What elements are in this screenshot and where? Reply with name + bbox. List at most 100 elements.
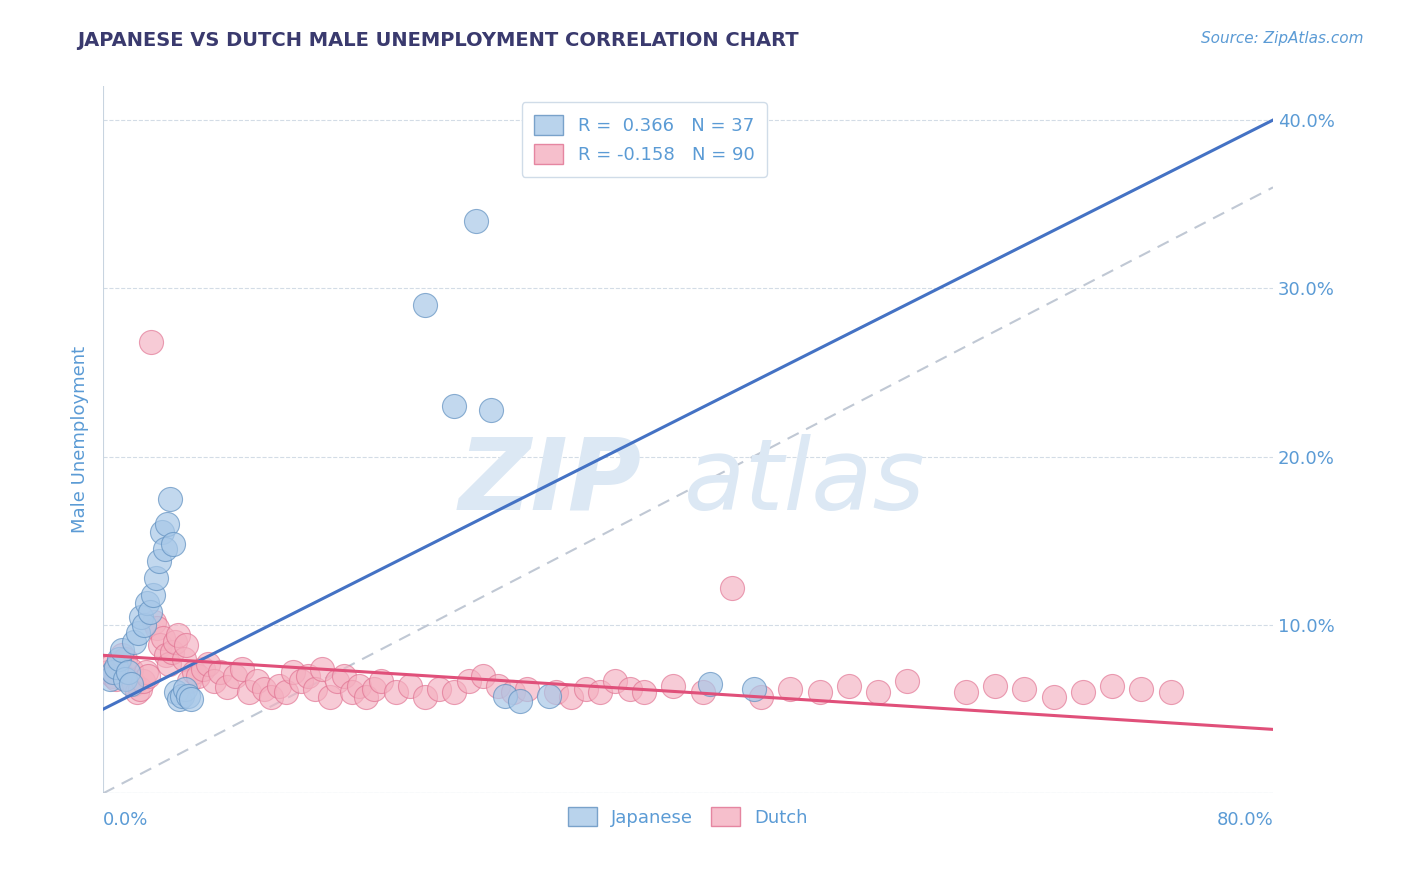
Point (662, 679, 685, 693)
Point (486, 679, 509, 693)
Point (111, 643, 134, 657)
Point (429, 681, 451, 696)
Point (633, 685, 655, 699)
Point (162, 537, 184, 551)
Legend: Japanese, Dutch: Japanese, Dutch (561, 799, 815, 834)
Point (187, 668, 209, 682)
Point (283, 665, 305, 680)
Point (103, 668, 125, 682)
Point (304, 681, 326, 696)
Point (143, 615, 166, 629)
Point (224, 668, 246, 682)
Point (443, 399, 465, 413)
Point (217, 681, 239, 695)
Point (246, 673, 269, 688)
Point (356, 690, 378, 705)
Point (868, 685, 890, 699)
Point (699, 677, 721, 691)
Point (108, 655, 131, 669)
Point (111, 648, 134, 663)
Point (1042, 690, 1064, 705)
Point (183, 665, 205, 680)
Text: 80.0%: 80.0% (1216, 811, 1272, 829)
Point (180, 692, 202, 706)
Point (129, 609, 152, 624)
Point (149, 638, 172, 652)
Point (155, 648, 177, 663)
Point (125, 685, 148, 699)
Point (156, 516, 179, 531)
Point (340, 685, 363, 699)
Point (191, 662, 214, 676)
Point (160, 645, 183, 659)
Point (159, 491, 181, 506)
Point (141, 335, 163, 350)
Point (209, 665, 232, 680)
Point (172, 689, 194, 703)
Point (150, 525, 173, 540)
Point (326, 673, 349, 688)
Point (163, 635, 186, 649)
Point (538, 689, 561, 703)
Point (238, 685, 260, 699)
Point (363, 681, 385, 696)
Point (619, 681, 641, 696)
Point (347, 679, 370, 693)
Point (502, 685, 524, 699)
Point (955, 685, 977, 699)
Point (413, 690, 436, 705)
Point (128, 681, 150, 696)
Point (465, 214, 488, 228)
Text: Source: ZipAtlas.com: Source: ZipAtlas.com (1201, 31, 1364, 46)
Point (479, 402, 502, 417)
Point (165, 685, 187, 699)
Point (779, 681, 801, 696)
Point (260, 690, 283, 705)
Point (108, 651, 131, 665)
Point (131, 673, 153, 688)
Point (120, 664, 142, 678)
Point (197, 657, 219, 671)
Point (1160, 685, 1182, 699)
Point (472, 668, 495, 682)
Text: JAPANESE VS DUTCH MALE UNEMPLOYMENT CORRELATION CHART: JAPANESE VS DUTCH MALE UNEMPLOYMENT CORR… (77, 31, 799, 50)
Point (838, 679, 860, 693)
Point (146, 621, 169, 635)
Point (1071, 685, 1094, 699)
Point (136, 596, 159, 610)
Point (1130, 681, 1153, 696)
Point (984, 679, 1007, 693)
Point (1014, 681, 1036, 696)
Point (117, 672, 139, 686)
Point (494, 689, 516, 703)
Point (114, 672, 136, 686)
Point (166, 628, 188, 642)
Point (384, 685, 406, 699)
Point (399, 679, 422, 693)
Point (157, 657, 180, 671)
Point (370, 673, 392, 688)
Point (443, 685, 465, 699)
Point (139, 605, 162, 619)
Point (148, 554, 170, 568)
Point (142, 588, 165, 602)
Point (135, 665, 157, 680)
Point (290, 673, 312, 688)
Point (516, 681, 538, 696)
Point (721, 581, 744, 595)
Point (546, 685, 568, 699)
Point (896, 673, 918, 688)
Point (319, 690, 342, 705)
Point (120, 677, 142, 691)
Point (297, 668, 319, 682)
Point (509, 694, 531, 708)
Point (138, 668, 160, 682)
Point (457, 673, 479, 688)
Point (311, 662, 333, 676)
Point (152, 632, 174, 646)
Point (167, 692, 190, 706)
Point (333, 668, 356, 682)
Point (253, 681, 276, 696)
Point (267, 679, 290, 693)
Point (173, 651, 195, 665)
